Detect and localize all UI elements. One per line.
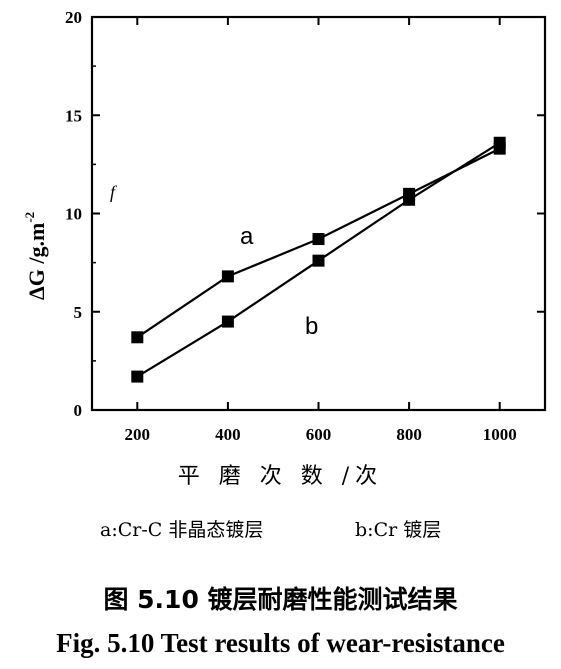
- y-axis-ticks: 0 5 10 15 20: [65, 8, 545, 420]
- legend-item-b: b:Cr 镀层: [355, 519, 442, 541]
- stray-mark: f: [110, 182, 116, 202]
- series-a-label: a: [240, 223, 254, 250]
- series-a-point: [221, 270, 234, 283]
- y-tick-label: 0: [74, 401, 83, 420]
- x-tick-label: 400: [215, 425, 241, 444]
- figure-caption-english: Fig. 5.10 Test results of wear-resistanc…: [56, 628, 505, 658]
- y-tick-label: 20: [65, 8, 82, 27]
- series-b-point: [312, 254, 325, 267]
- y-axis-label-exponent: -2: [22, 212, 37, 223]
- series-b-point: [131, 370, 144, 383]
- axes: [90, 15, 547, 412]
- y-tick-label: 10: [65, 205, 82, 224]
- series-b-point: [493, 136, 506, 149]
- y-axis-label: ΔG /g.m-2: [22, 212, 49, 300]
- series-a-point: [312, 233, 325, 246]
- legend-item-a: a:Cr-C 非晶态镀层: [100, 519, 264, 541]
- x-axis-ticks: 200 400 600 800 1000: [125, 17, 517, 444]
- series-b-point: [221, 315, 234, 328]
- series-markers: [131, 136, 506, 383]
- x-tick-label: 200: [125, 425, 151, 444]
- series-b-label: b: [305, 313, 318, 340]
- y-tick-label: 5: [74, 303, 83, 322]
- x-tick-label: 1000: [483, 425, 517, 444]
- x-axis-label: 平 磨 次 数 /次: [177, 464, 384, 489]
- y-tick-label: 15: [65, 106, 82, 125]
- x-tick-label: 600: [306, 425, 332, 444]
- figure-caption-chinese: 图 5.10 镀层耐磨性能测试结果: [103, 585, 458, 614]
- chart-area: 200 400 600 800 1000 0 5 10 15 20 a b ΔG /g.m-2: [22, 8, 547, 444]
- series-a-point: [131, 331, 144, 344]
- y-axis-label-main: ΔG /g.m: [24, 223, 49, 300]
- plot-frame: [90, 15, 547, 412]
- x-tick-label: 800: [396, 425, 422, 444]
- series-b-point: [403, 193, 416, 206]
